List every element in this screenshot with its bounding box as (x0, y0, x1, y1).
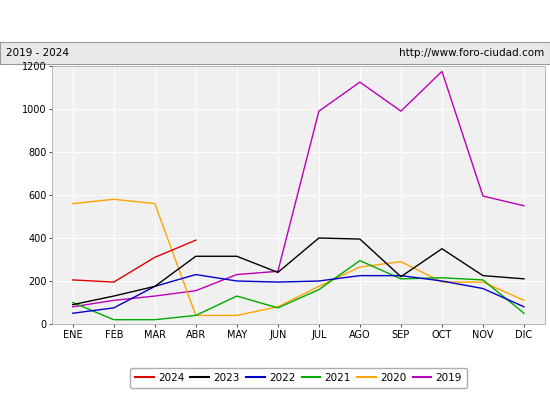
2022 (69, 311, 76, 316)
2021 (234, 294, 240, 298)
2022 (111, 306, 117, 310)
Text: 2019 - 2024: 2019 - 2024 (6, 48, 69, 58)
2023 (439, 246, 446, 251)
Line: 2019: 2019 (73, 71, 524, 307)
2021 (192, 313, 199, 318)
2023 (521, 276, 527, 281)
2020 (521, 298, 527, 303)
2021 (111, 317, 117, 322)
2023 (274, 270, 281, 275)
Line: 2022: 2022 (73, 274, 524, 313)
2022 (521, 304, 527, 309)
2021 (480, 278, 486, 282)
2021 (316, 287, 322, 292)
2019 (480, 194, 486, 198)
2021 (151, 317, 158, 322)
Legend: 2024, 2023, 2022, 2021, 2020, 2019: 2024, 2023, 2022, 2021, 2020, 2019 (130, 368, 467, 388)
2023 (398, 274, 404, 279)
2020 (316, 284, 322, 289)
2019 (192, 288, 199, 293)
2020 (480, 280, 486, 284)
2019 (274, 269, 281, 274)
2023 (480, 273, 486, 278)
2020 (192, 313, 199, 318)
Line: 2023: 2023 (73, 238, 524, 305)
Text: http://www.foro-ciudad.com: http://www.foro-ciudad.com (399, 48, 544, 58)
2024 (111, 280, 117, 284)
2019 (439, 69, 446, 74)
2019 (316, 109, 322, 114)
2020 (111, 197, 117, 202)
2024 (151, 255, 158, 260)
Text: Evolucion Nº Turistas Extranjeros en el municipio de Ardales: Evolucion Nº Turistas Extranjeros en el … (63, 14, 487, 28)
2022 (192, 272, 199, 277)
2022 (151, 284, 158, 289)
Line: 2024: 2024 (73, 240, 196, 282)
2021 (521, 311, 527, 316)
2022 (480, 286, 486, 291)
2020 (234, 313, 240, 318)
2023 (111, 294, 117, 298)
2019 (398, 109, 404, 114)
2020 (151, 201, 158, 206)
2019 (521, 203, 527, 208)
2023 (151, 284, 158, 289)
2020 (439, 280, 446, 284)
2019 (151, 294, 158, 298)
2021 (398, 276, 404, 281)
2021 (274, 306, 281, 310)
2022 (439, 278, 446, 283)
Line: 2020: 2020 (73, 199, 524, 315)
2022 (274, 280, 281, 284)
2019 (69, 304, 76, 309)
2022 (234, 278, 240, 283)
2021 (439, 275, 446, 280)
2020 (69, 201, 76, 206)
2020 (356, 265, 363, 270)
2023 (234, 254, 240, 259)
2022 (356, 273, 363, 278)
2021 (69, 300, 76, 305)
2019 (356, 80, 363, 84)
2024 (192, 238, 199, 242)
2022 (316, 278, 322, 283)
2019 (111, 298, 117, 303)
2020 (274, 304, 281, 309)
2024 (69, 278, 76, 282)
2023 (192, 254, 199, 259)
2019 (234, 272, 240, 277)
2020 (398, 259, 404, 264)
Line: 2021: 2021 (73, 260, 524, 320)
2022 (398, 273, 404, 278)
2023 (69, 302, 76, 307)
2021 (356, 258, 363, 263)
2023 (356, 237, 363, 242)
2023 (316, 236, 322, 240)
